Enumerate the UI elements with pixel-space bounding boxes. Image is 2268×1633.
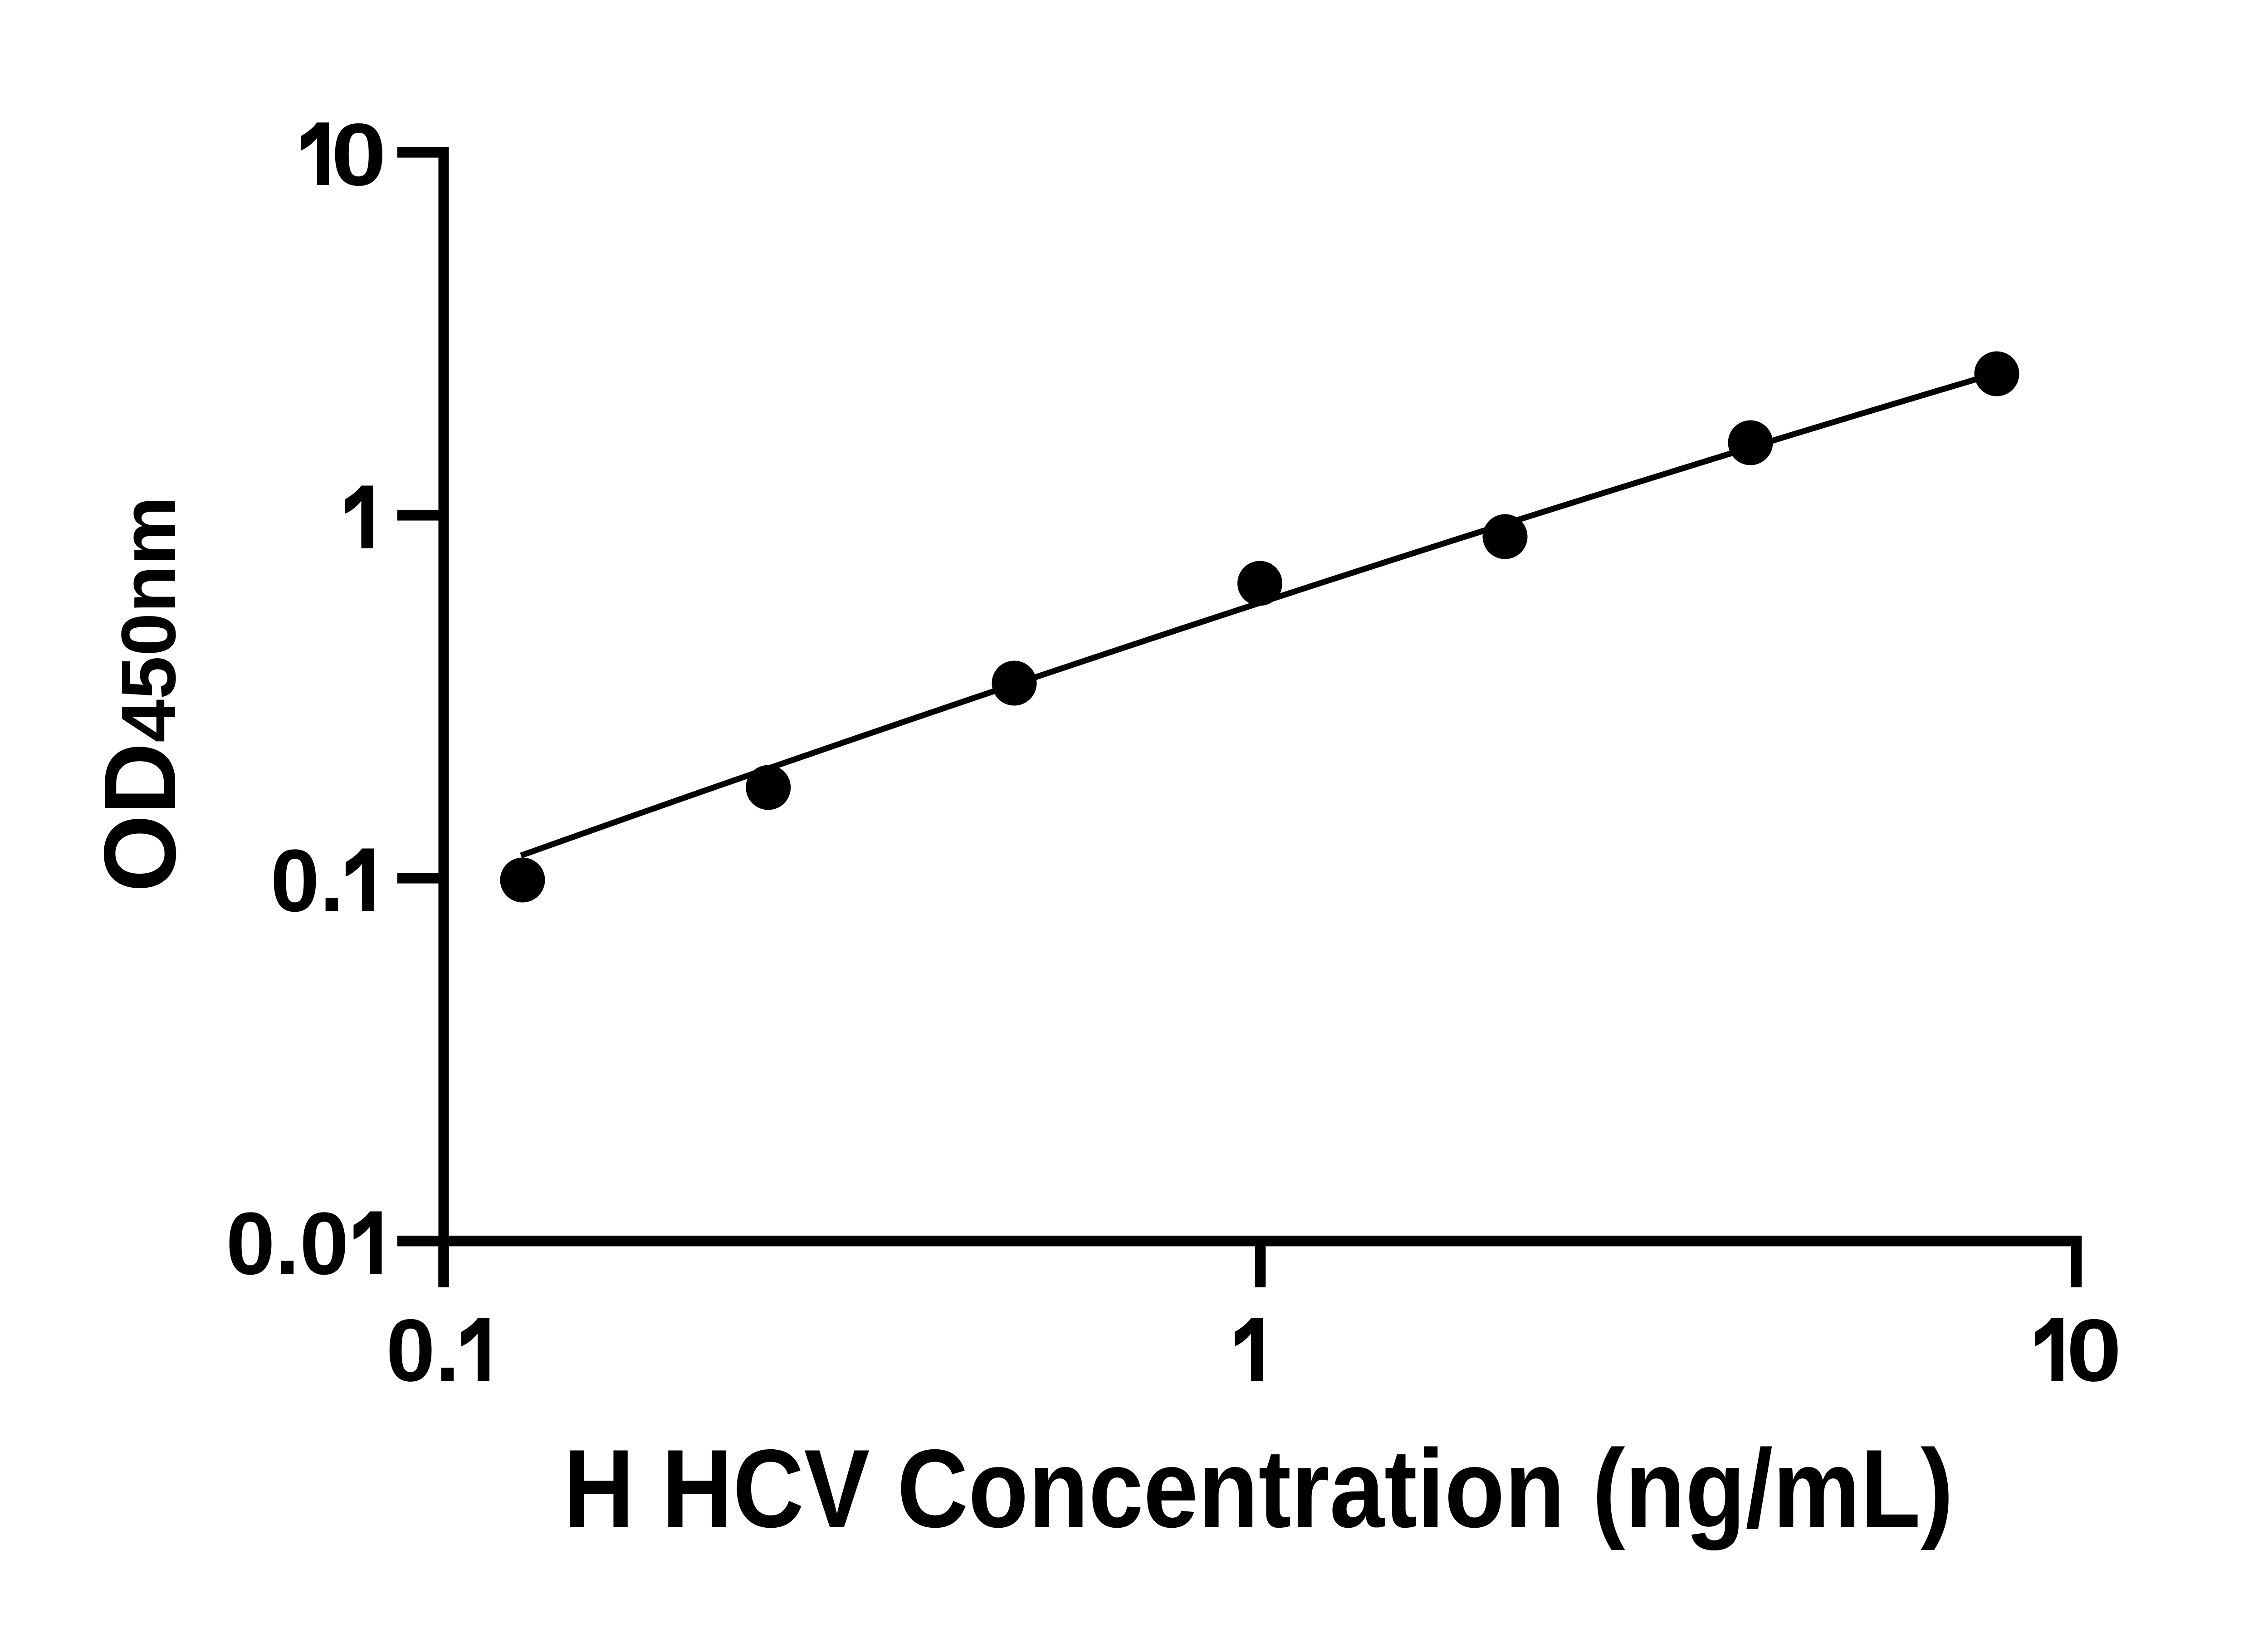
svg-text:0: 0 <box>331 105 386 204</box>
svg-text:0: 0 <box>2067 1301 2122 1400</box>
svg-text:H HCV Concentration (ng/mL): H HCV Concentration (ng/mL) <box>563 1426 1954 1550</box>
svg-text:0.: 0. <box>386 1301 460 1400</box>
svg-text:450nm: 450nm <box>106 496 192 743</box>
svg-text:OD: OD <box>83 743 197 892</box>
svg-text:0.: 0. <box>270 831 344 930</box>
svg-text:0.0: 0.0 <box>226 1194 349 1293</box>
